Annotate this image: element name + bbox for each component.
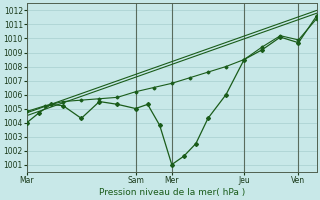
X-axis label: Pression niveau de la mer( hPa ): Pression niveau de la mer( hPa ) [99,188,245,197]
